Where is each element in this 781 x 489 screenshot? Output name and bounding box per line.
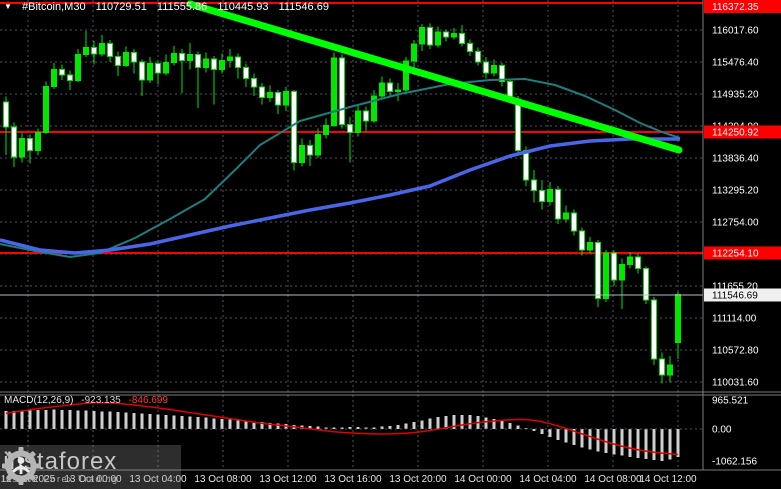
svg-text:111546.69: 111546.69: [712, 291, 758, 302]
svg-text:116017.60: 116017.60: [712, 26, 759, 37]
panel-frames-layer: [0, 0, 781, 471]
svg-text:115476.40: 115476.40: [712, 58, 759, 69]
svg-text:14 Oct 04:00: 14 Oct 04:00: [519, 474, 577, 485]
svg-text:110031.60: 110031.60: [712, 378, 759, 389]
svg-text:110572.80: 110572.80: [712, 346, 759, 357]
svg-text:113836.40: 113836.40: [712, 154, 759, 165]
moving-averages-layer: [0, 78, 681, 258]
instaforex-watermark: instaforex Instant Forex Trading: [0, 445, 181, 489]
watermark-tagline: Instant Forex Trading: [2, 474, 119, 484]
svg-text:14 Oct 12:00: 14 Oct 12:00: [639, 474, 697, 485]
chart-title-bar: ▼ #Bitcoin,M30 110729.51 111555.86 11044…: [4, 1, 336, 13]
instaforex-gear-logo-icon: [2, 447, 40, 485]
trendline-layer: [186, 0, 683, 154]
svg-text:14 Oct 08:00: 14 Oct 08:00: [584, 474, 642, 485]
svg-text:114935.20: 114935.20: [712, 90, 759, 101]
high-value: 111555.86: [156, 1, 208, 13]
svg-text:13 Oct 20:00: 13 Oct 20:00: [389, 474, 447, 485]
svg-text:14 Oct 00:00: 14 Oct 00:00: [454, 474, 512, 485]
svg-text:13 Oct 12:00: 13 Oct 12:00: [259, 474, 317, 485]
macd-name: MACD(12,26,9): [4, 395, 74, 406]
svg-text:112254.10: 112254.10: [712, 249, 759, 260]
svg-text:114250.92: 114250.92: [712, 128, 759, 139]
macd-indicator-label: MACD(12,26,9) -923.135 -846.699: [4, 395, 173, 406]
macd-layer: [0, 402, 703, 461]
svg-text:13 Oct 04:00: 13 Oct 04:00: [129, 474, 187, 485]
level-price-tags-layer: 116372.35 114250.92 112254.10 111546.69: [704, 0, 781, 302]
svg-text:-1062.156: -1062.156: [712, 457, 757, 468]
svg-text:13 Oct 16:00: 13 Oct 16:00: [324, 474, 382, 485]
svg-text:116372.35: 116372.35: [712, 2, 759, 13]
low-value: 110445.93: [217, 1, 269, 13]
svg-text:965.521: 965.521: [712, 396, 749, 407]
dropdown-arrow-icon: ▼: [4, 2, 12, 11]
open-value: 110729.51: [95, 1, 147, 13]
svg-text:0.00: 0.00: [712, 425, 732, 436]
svg-text:13 Oct 08:00: 13 Oct 08:00: [194, 474, 252, 485]
svg-text:13 Oct 00:00: 13 Oct 00:00: [64, 474, 122, 485]
close-value: 111546.69: [278, 1, 329, 13]
macd-signal-value: -846.699: [128, 395, 168, 406]
svg-text:113295.20: 113295.20: [712, 186, 759, 197]
svg-text:112754.00: 112754.00: [712, 218, 759, 229]
symbol-timeframe-label: #Bitcoin,M30: [21, 1, 86, 13]
svg-text:111114.00: 111114.00: [712, 314, 757, 325]
svg-text:111655.20: 111655.20: [712, 282, 758, 293]
macd-main-value: -923.135: [81, 395, 121, 406]
candles-layer: [3, 23, 681, 384]
